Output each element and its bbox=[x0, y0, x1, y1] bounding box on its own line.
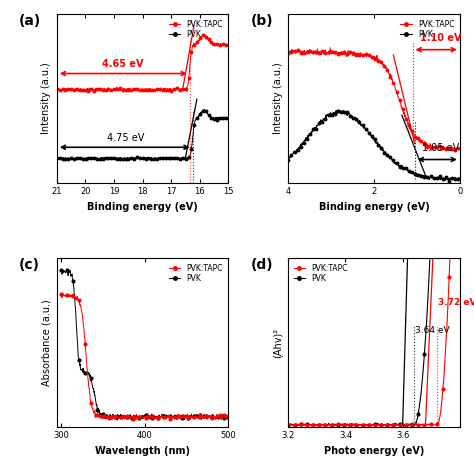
Legend: PVK:TAPC, PVK: PVK:TAPC, PVK bbox=[167, 18, 225, 41]
X-axis label: Photo energy (eV): Photo energy (eV) bbox=[324, 446, 424, 456]
Legend: PVK:TAPC, PVK: PVK:TAPC, PVK bbox=[399, 18, 456, 41]
X-axis label: Binding energy (eV): Binding energy (eV) bbox=[319, 202, 429, 212]
X-axis label: Binding energy (eV): Binding energy (eV) bbox=[87, 202, 198, 212]
Text: 3.64 eV: 3.64 eV bbox=[416, 326, 450, 335]
Text: (d): (d) bbox=[251, 258, 273, 272]
Text: (b): (b) bbox=[251, 14, 273, 28]
Y-axis label: Absorbance (a.u.): Absorbance (a.u.) bbox=[41, 299, 51, 386]
Legend: PVK:TAPC, PVK: PVK:TAPC, PVK bbox=[292, 262, 349, 285]
X-axis label: Wavelength (nm): Wavelength (nm) bbox=[95, 446, 190, 456]
Y-axis label: Intensity (a.u.): Intensity (a.u.) bbox=[273, 63, 283, 134]
Text: 4.65 eV: 4.65 eV bbox=[102, 59, 143, 69]
Text: (c): (c) bbox=[19, 258, 40, 272]
Text: 1.10 eV: 1.10 eV bbox=[420, 33, 461, 43]
Text: 3.72 eV: 3.72 eV bbox=[438, 298, 474, 307]
Text: 1.05 eV: 1.05 eV bbox=[422, 143, 459, 153]
Y-axis label: Intensity (a.u.): Intensity (a.u.) bbox=[41, 63, 51, 134]
Legend: PVK:TAPC, PVK: PVK:TAPC, PVK bbox=[167, 262, 225, 285]
Y-axis label: (Ahv)²: (Ahv)² bbox=[273, 328, 283, 357]
Text: (a): (a) bbox=[19, 14, 41, 28]
Text: 4.75 eV: 4.75 eV bbox=[107, 133, 144, 143]
